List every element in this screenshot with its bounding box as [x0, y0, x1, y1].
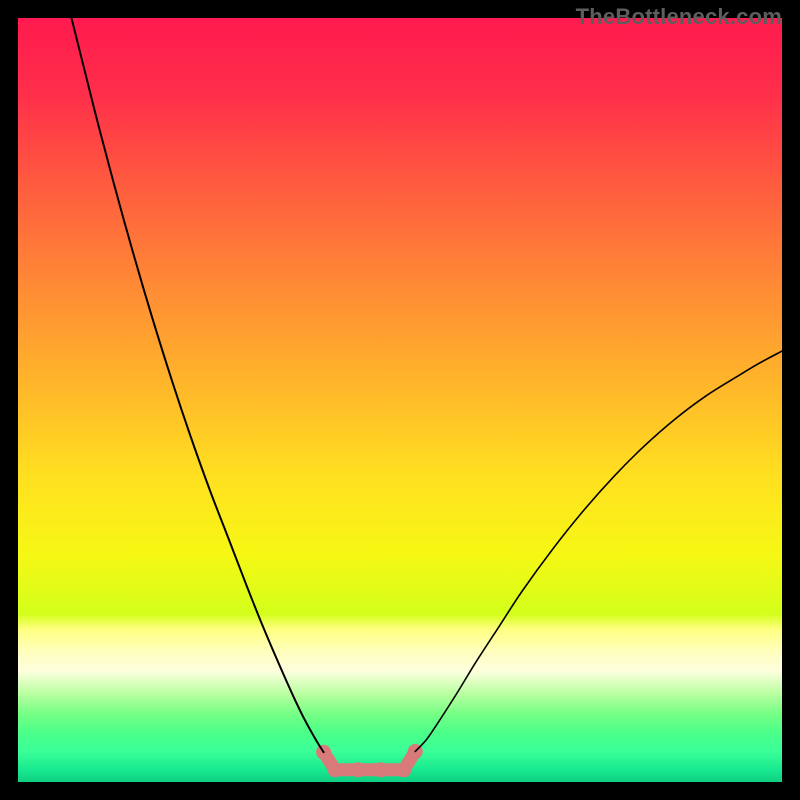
chart-plot: [18, 18, 782, 782]
chart-svg: [18, 18, 782, 782]
watermark-text: TheBottleneck.com: [576, 4, 782, 30]
